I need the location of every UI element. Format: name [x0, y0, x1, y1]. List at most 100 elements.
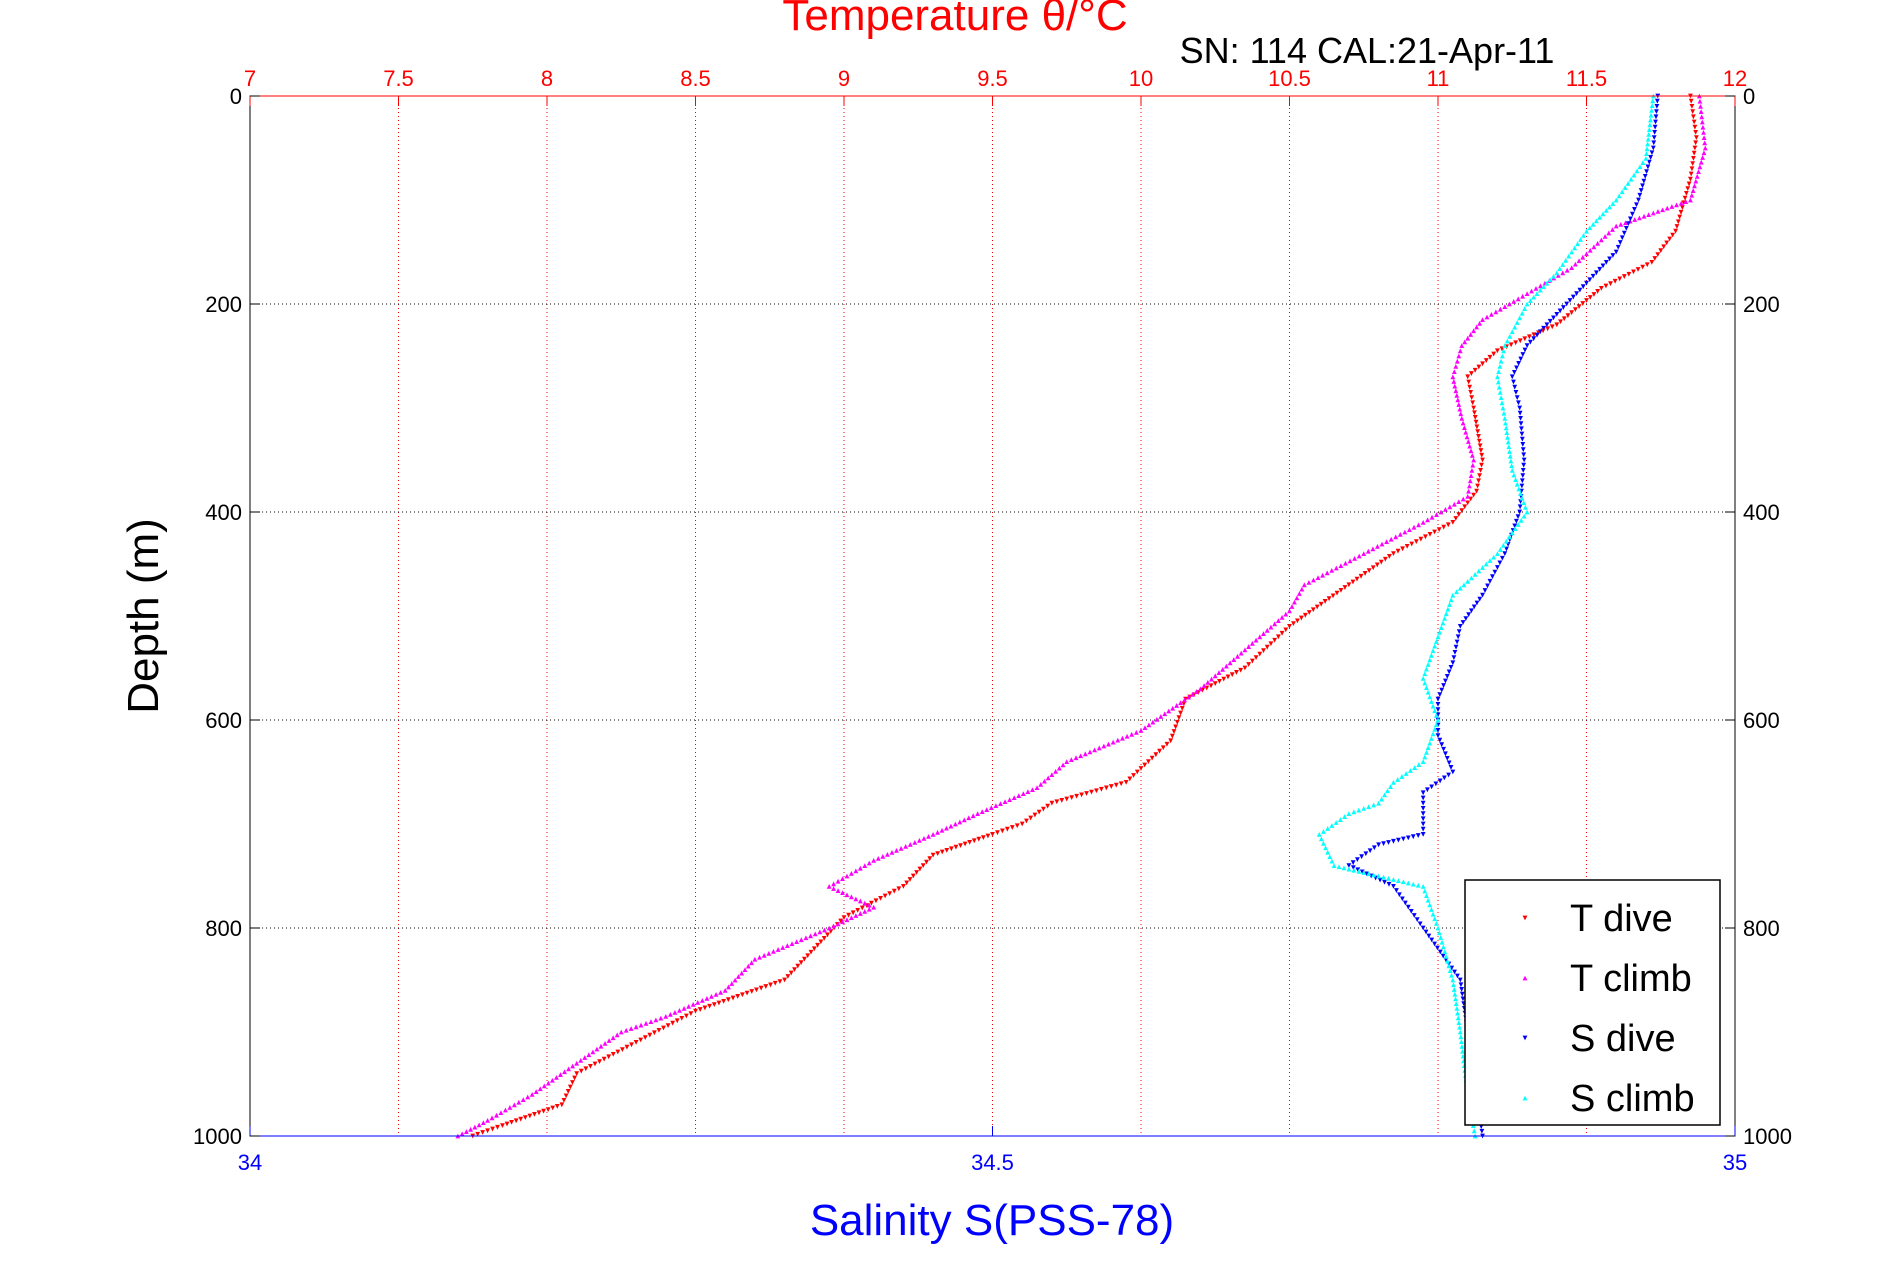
- data-point: [1446, 772, 1452, 778]
- data-point: [1414, 917, 1420, 923]
- data-point: [979, 809, 985, 814]
- data-point: [1427, 740, 1433, 746]
- data-point: [1129, 731, 1135, 737]
- data-point: [817, 929, 823, 935]
- data-point: [1469, 608, 1474, 614]
- data-point: [1411, 913, 1417, 918]
- data-point: [563, 1093, 569, 1099]
- data-point: [1557, 266, 1563, 272]
- data-point: [1507, 333, 1513, 339]
- data-point: [1424, 787, 1430, 793]
- data-point: [1261, 648, 1266, 654]
- data-point: [732, 977, 738, 983]
- data-point: [1650, 98, 1656, 104]
- data-point: [1635, 267, 1641, 272]
- data-point: [1621, 274, 1627, 279]
- data-point: [771, 949, 776, 954]
- data-point: [1650, 210, 1656, 216]
- data-point: [1474, 324, 1480, 330]
- data-point: [1504, 338, 1510, 344]
- data-point: [713, 992, 719, 997]
- data-point: [957, 819, 963, 825]
- data-point: [1221, 676, 1227, 682]
- data-point: [656, 1028, 662, 1033]
- legend-marker: [1522, 1035, 1528, 1041]
- data-point: [1429, 514, 1435, 520]
- data-point: [1502, 416, 1508, 421]
- data-point: [1341, 865, 1347, 871]
- data-point: [1142, 762, 1148, 768]
- data-point: [904, 880, 910, 886]
- data-point: [494, 1112, 499, 1118]
- data-point: [1557, 308, 1563, 314]
- data-point: [1264, 644, 1270, 650]
- data-point: [1311, 577, 1316, 583]
- data-point: [1453, 1001, 1459, 1007]
- data-point: [1455, 1010, 1460, 1016]
- data-point: [1602, 234, 1608, 239]
- data-point: [1429, 652, 1434, 658]
- data-point: [1324, 570, 1330, 576]
- data-point: [866, 906, 872, 912]
- data-point: [1520, 293, 1526, 299]
- data-point: [975, 811, 981, 816]
- data-point: [1227, 660, 1233, 666]
- data-point: [862, 908, 868, 914]
- data-point: [794, 939, 800, 945]
- data-point: [1691, 119, 1697, 125]
- data-point: [536, 1110, 542, 1116]
- data-point: [805, 953, 811, 959]
- y-left-tick-label: 200: [205, 292, 242, 317]
- data-point: [590, 1049, 596, 1055]
- data-point: [1501, 410, 1507, 416]
- data-point: [1600, 263, 1606, 269]
- data-point: [1619, 189, 1625, 195]
- data-point: [1529, 288, 1534, 294]
- data-point: [679, 1016, 685, 1021]
- data-point: [1469, 371, 1474, 376]
- legend-marker: [1522, 1095, 1528, 1101]
- data-point: [1606, 230, 1612, 236]
- data-point: [1391, 551, 1396, 556]
- data-point: [702, 1005, 708, 1011]
- data-point: [1491, 554, 1497, 560]
- data-point: [1444, 674, 1450, 679]
- data-point: [1554, 322, 1560, 328]
- data-point: [1225, 674, 1231, 680]
- data-point: [1110, 739, 1116, 745]
- data-point: [1238, 667, 1244, 673]
- data-point: [1496, 369, 1502, 374]
- data-point: [1644, 146, 1650, 152]
- data-point: [1381, 841, 1386, 847]
- data-point: [859, 905, 865, 911]
- x-top-tick-label: 7: [244, 66, 256, 91]
- data-point: [835, 921, 841, 927]
- data-point: [1464, 434, 1470, 440]
- data-point: [485, 1118, 490, 1123]
- data-point: [1612, 278, 1618, 284]
- data-point: [916, 838, 922, 843]
- data-point: [1400, 546, 1405, 552]
- data-point: [1441, 683, 1446, 688]
- data-point: [537, 1086, 543, 1092]
- data-point: [1675, 219, 1681, 225]
- data-point: [1374, 562, 1380, 568]
- data-layer: [455, 93, 1708, 1139]
- data-point: [869, 900, 874, 906]
- data-point: [1394, 888, 1399, 893]
- data-point: [1366, 804, 1372, 810]
- data-point: [1073, 755, 1079, 761]
- data-point: [1476, 478, 1481, 484]
- data-point: [1462, 425, 1467, 431]
- data-point: [1094, 788, 1099, 794]
- data-point: [1466, 379, 1472, 385]
- data-point: [1466, 483, 1472, 489]
- data-point: [1460, 1048, 1465, 1054]
- data-point: [1364, 871, 1370, 877]
- data-point: [1402, 900, 1408, 906]
- y-right-tick-label: 200: [1743, 292, 1780, 317]
- data-point: [967, 840, 973, 845]
- data-point: [1412, 765, 1418, 770]
- data-point: [1449, 965, 1455, 971]
- data-point: [1495, 379, 1501, 385]
